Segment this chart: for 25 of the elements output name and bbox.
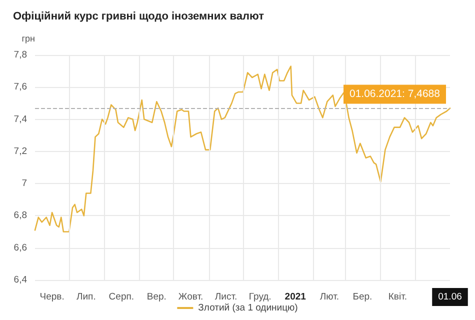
y-tick-label: 6,6 — [14, 242, 27, 254]
x-tick-label: Жовт. — [178, 292, 204, 302]
y-axis-title: грн — [22, 34, 36, 44]
x-tick-label: Груд. — [248, 292, 272, 302]
chart-title: Офіційний курс гривні щодо іноземних валют — [13, 10, 265, 22]
y-tick-label: 7,2 — [14, 146, 27, 157]
x-tick-label: Лют. — [320, 292, 340, 302]
x-tick-label: Лип. — [76, 292, 96, 302]
x-tick-label: Черв. — [40, 292, 64, 302]
annotation: 01.06.2021: 7,4688 — [349, 88, 440, 100]
y-tick-label: 7 — [22, 178, 27, 190]
y-tick-label: 7,4 — [14, 114, 27, 125]
y-tick-label: 7,6 — [14, 82, 27, 93]
x-tick-label: 2021 — [284, 292, 307, 302]
x-tick-label: Лист. — [214, 292, 238, 302]
line-series — [34, 66, 451, 232]
y-tick-label: 7,8 — [14, 50, 27, 60]
x-tick-label: Квіт. — [388, 292, 408, 302]
x-tick-label: Вер. — [146, 292, 166, 302]
y-tick-label: 6,8 — [14, 210, 27, 222]
x-tick-label: Бер. — [352, 292, 372, 302]
x-tick-label: 01.06 — [438, 292, 462, 302]
legend-label: Злотий (за 1 одиницю) — [198, 302, 298, 314]
y-tick-label: 6,4 — [14, 274, 27, 286]
x-tick-label: Серп. — [108, 292, 134, 302]
